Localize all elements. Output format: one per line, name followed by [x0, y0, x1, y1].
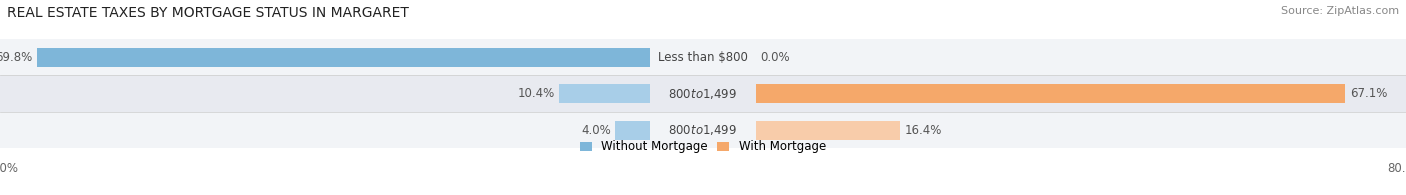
Text: 67.1%: 67.1%: [1350, 87, 1388, 100]
Text: 69.8%: 69.8%: [0, 51, 32, 64]
Bar: [560, 84, 650, 103]
Text: Source: ZipAtlas.com: Source: ZipAtlas.com: [1281, 6, 1399, 16]
Text: $800 to $1,499: $800 to $1,499: [668, 87, 738, 101]
Text: 4.0%: 4.0%: [581, 124, 610, 137]
Text: REAL ESTATE TAXES BY MORTGAGE STATUS IN MARGARET: REAL ESTATE TAXES BY MORTGAGE STATUS IN …: [7, 6, 409, 20]
Bar: [0, 112, 1406, 148]
Bar: [0, 75, 1406, 112]
Text: 10.4%: 10.4%: [517, 87, 554, 100]
Text: Less than $800: Less than $800: [658, 51, 748, 64]
Text: 16.4%: 16.4%: [904, 124, 942, 137]
Bar: [37, 48, 650, 66]
Legend: Without Mortgage, With Mortgage: Without Mortgage, With Mortgage: [578, 138, 828, 156]
Bar: [756, 121, 900, 140]
Bar: [616, 121, 650, 140]
Bar: [0, 39, 1406, 75]
Text: 0.0%: 0.0%: [761, 51, 790, 64]
Bar: [756, 84, 1346, 103]
Text: $800 to $1,499: $800 to $1,499: [668, 123, 738, 137]
